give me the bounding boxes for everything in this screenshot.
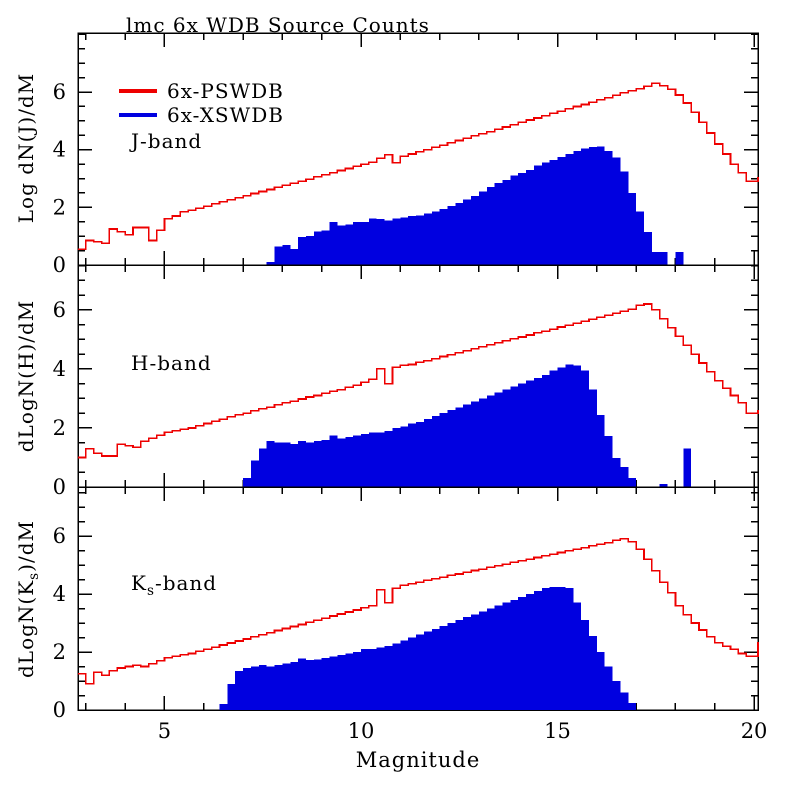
y-axis-label-h-text: dLogN(H)/dM bbox=[14, 299, 38, 453]
x-tick-label: 10 bbox=[348, 719, 375, 743]
histogram-fill-6x-XSWDB bbox=[78, 364, 755, 487]
y-tick-label: 4 bbox=[53, 357, 66, 381]
y-tick-label: 6 bbox=[53, 524, 66, 548]
y-tick-label: 2 bbox=[53, 416, 66, 440]
y-axis-label-j-text: Log dN(J)/dM bbox=[14, 72, 38, 224]
histogram-line-6x-PSWDB bbox=[78, 303, 759, 459]
legend-item-pswdb: 6x-PSWDB bbox=[119, 79, 284, 103]
x-tick-label: 5 bbox=[158, 719, 171, 743]
legend-label-pswdb: 6x-PSWDB bbox=[167, 79, 284, 103]
legend-item-xswdb: 6x-XSWDB bbox=[119, 103, 284, 127]
y-tick-label: 4 bbox=[53, 582, 66, 606]
band-label-j: J-band bbox=[131, 129, 202, 157]
x-axis-label: Magnitude bbox=[355, 748, 481, 772]
band-label-j-text: J bbox=[131, 129, 141, 153]
y-tick-label: 6 bbox=[53, 298, 66, 322]
y-tick-label: 0 bbox=[53, 475, 66, 499]
histogram-line-6x-PSWDB bbox=[78, 538, 759, 685]
y-axis-label-ks: dLogN(Ks)/dM bbox=[14, 520, 42, 678]
band-label-ks: Ks-band bbox=[131, 571, 217, 599]
x-tick-label: 20 bbox=[741, 719, 768, 743]
y-axis-label-ks-text: dLogN(K bbox=[14, 579, 38, 678]
xswdb-line-swatch bbox=[119, 113, 157, 117]
y-axis-label-ks-rest: )/dM bbox=[14, 520, 38, 572]
band-label-ks-rest: -band bbox=[154, 571, 218, 595]
band-label-h-rest: -band bbox=[149, 351, 212, 375]
band-label-ks-text: K bbox=[131, 571, 147, 595]
pswdb-line-swatch bbox=[119, 89, 157, 93]
y-tick-label: 2 bbox=[53, 640, 66, 664]
band-label-ks-sub: s bbox=[146, 583, 155, 599]
chart-title: lmc 6x WDB Source Counts bbox=[126, 13, 430, 37]
band-label-j-rest: -band bbox=[140, 129, 203, 153]
y-axis-label-ks-sub: s bbox=[26, 571, 42, 580]
y-tick-label: 0 bbox=[53, 253, 66, 277]
x-tick-label: 15 bbox=[544, 719, 571, 743]
y-tick-label: 0 bbox=[53, 698, 66, 722]
y-tick-label: 2 bbox=[53, 195, 66, 219]
histogram-fill-6x-XSWDB bbox=[78, 586, 755, 710]
y-tick-label: 6 bbox=[53, 80, 66, 104]
histogram-fill-6x-XSWDB bbox=[78, 146, 755, 265]
band-label-h: H-band bbox=[131, 351, 212, 379]
y-axis-label-j: Log dN(J)/dM bbox=[14, 73, 42, 223]
band-label-h-text: H bbox=[131, 351, 150, 375]
legend-label-xswdb: 6x-XSWDB bbox=[167, 103, 284, 127]
histogram-line-6x-PSWDB bbox=[78, 82, 759, 250]
y-tick-label: 4 bbox=[53, 138, 66, 162]
y-axis-label-h: dLogN(H)/dM bbox=[14, 300, 42, 453]
